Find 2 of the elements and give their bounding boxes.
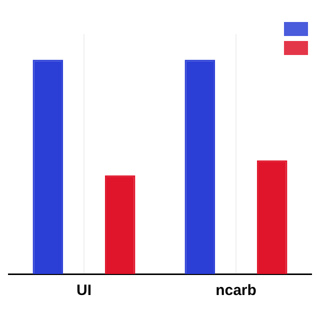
x-tick-label: ncarb (216, 282, 256, 300)
x-tick-label: UI (76, 282, 92, 300)
